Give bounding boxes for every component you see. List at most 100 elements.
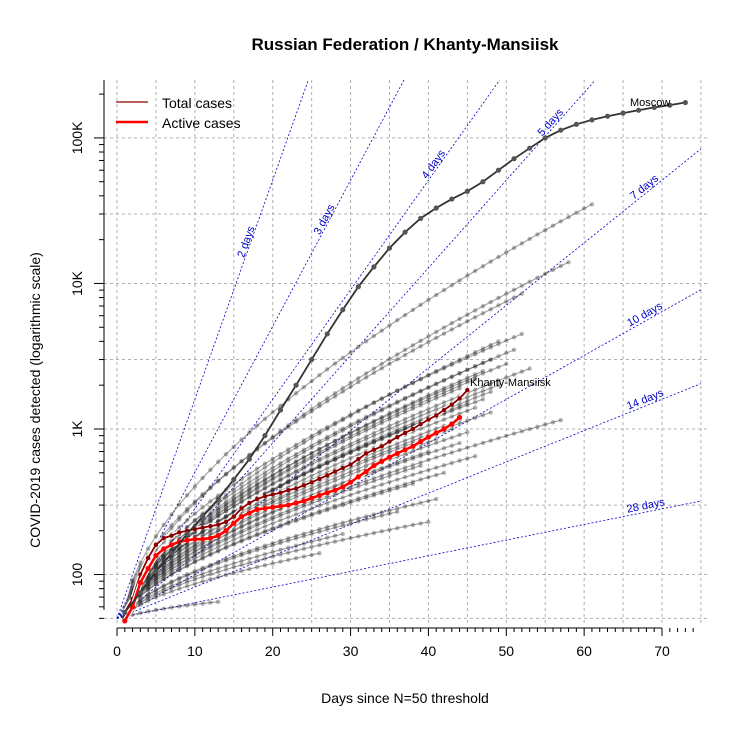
active-cases-point	[223, 528, 229, 534]
region-series-point	[410, 307, 416, 313]
region-series-point	[371, 439, 377, 445]
region-series-point	[426, 397, 431, 402]
region-series-point	[184, 506, 190, 512]
total-cases-point	[145, 555, 151, 561]
region-series-point	[574, 210, 579, 215]
region-series-point	[231, 555, 236, 561]
region-series-point	[325, 426, 330, 432]
moscow-point	[246, 456, 252, 462]
region-series-point	[496, 254, 501, 260]
region-series-point	[340, 434, 345, 439]
region-series-point	[309, 468, 314, 473]
region-series-point	[426, 334, 431, 339]
region-series-point	[177, 604, 182, 609]
region-series-point	[317, 482, 322, 487]
region-series-point	[418, 432, 423, 437]
x-tick-label: 20	[265, 643, 281, 659]
chart-title: Russian Federation / Khanty-Mansiisk	[251, 35, 559, 54]
region-series-point	[247, 487, 252, 493]
region-series-point	[441, 463, 447, 468]
region-series-point	[239, 562, 244, 568]
region-series-point	[387, 447, 392, 453]
region-series-point	[511, 431, 517, 436]
active-cases-point	[394, 450, 400, 456]
region-series-point	[153, 595, 159, 600]
region-series-point	[169, 564, 174, 569]
region-series-point	[270, 554, 275, 559]
region-series-point	[395, 400, 400, 405]
region-series-point	[192, 484, 198, 489]
region-series-point	[488, 307, 493, 312]
region-series-point	[262, 499, 268, 505]
region-series-point	[387, 412, 392, 417]
region-series-point	[356, 427, 361, 432]
region-series-point	[247, 556, 252, 561]
region-series-point	[348, 441, 353, 446]
region-series-point	[286, 478, 291, 484]
region-series-point	[153, 565, 159, 570]
region-series-point	[488, 345, 493, 350]
region-series-point	[161, 555, 166, 561]
region-series-point	[153, 588, 159, 593]
region-series-point	[223, 541, 229, 546]
region-series-point	[371, 424, 377, 430]
region-series-point	[356, 444, 361, 450]
region-series-point	[410, 393, 416, 398]
y-axis-label: COVID-2019 cases detected (logarithmic s…	[27, 252, 43, 548]
region-series-point	[254, 481, 260, 487]
moscow-point	[340, 307, 346, 313]
region-series-point	[169, 567, 174, 572]
region-series-point	[208, 486, 213, 491]
region-series-point	[270, 509, 275, 514]
region-series-point	[208, 600, 213, 605]
region-series-point	[169, 569, 174, 575]
region-series-point	[223, 563, 229, 569]
region-series-point	[317, 441, 322, 446]
region-series-point	[200, 565, 205, 571]
region-series-point	[348, 424, 353, 429]
region-series-point	[356, 408, 361, 413]
region-series-point	[410, 401, 416, 407]
region-series-point	[293, 505, 299, 510]
total-cases-point	[208, 523, 213, 529]
moscow-point	[558, 127, 564, 133]
active-cases-point	[355, 474, 361, 480]
region-series-point	[441, 378, 447, 383]
region-series-point	[332, 441, 338, 447]
region-series-point	[395, 407, 400, 412]
region-series-point	[169, 555, 174, 561]
region-series-point	[301, 546, 307, 552]
region-series-point	[208, 516, 213, 521]
region-series-point	[309, 409, 314, 414]
y-tick-label: 10K	[69, 270, 85, 296]
region-series-point	[371, 491, 377, 496]
region-series-point	[145, 592, 151, 597]
region-series-point	[434, 381, 439, 387]
region-series-point	[426, 457, 431, 463]
region-series-point	[418, 377, 423, 382]
region-series-point	[332, 391, 338, 396]
region-series-point	[418, 413, 423, 419]
region-series-point	[402, 347, 408, 353]
region-series-point	[457, 359, 462, 364]
region-series-point	[177, 514, 182, 520]
region-series-point	[293, 445, 299, 450]
region-series-point	[325, 452, 330, 458]
region-series-point	[247, 520, 252, 525]
region-series-point	[434, 465, 439, 470]
region-series-point	[325, 454, 330, 460]
region-series-point	[223, 495, 229, 500]
region-series-point	[379, 434, 384, 439]
total-cases-point	[169, 533, 174, 538]
region-series-point	[395, 357, 400, 362]
region-series-point	[434, 496, 439, 502]
region-series-point	[418, 396, 423, 401]
region-series-point	[449, 374, 454, 379]
region-series-point	[410, 454, 416, 460]
region-series-point	[387, 473, 392, 479]
region-series-point	[340, 502, 345, 508]
region-series-point	[402, 352, 408, 358]
region-series-point	[410, 479, 416, 484]
region-series-point	[309, 552, 314, 558]
